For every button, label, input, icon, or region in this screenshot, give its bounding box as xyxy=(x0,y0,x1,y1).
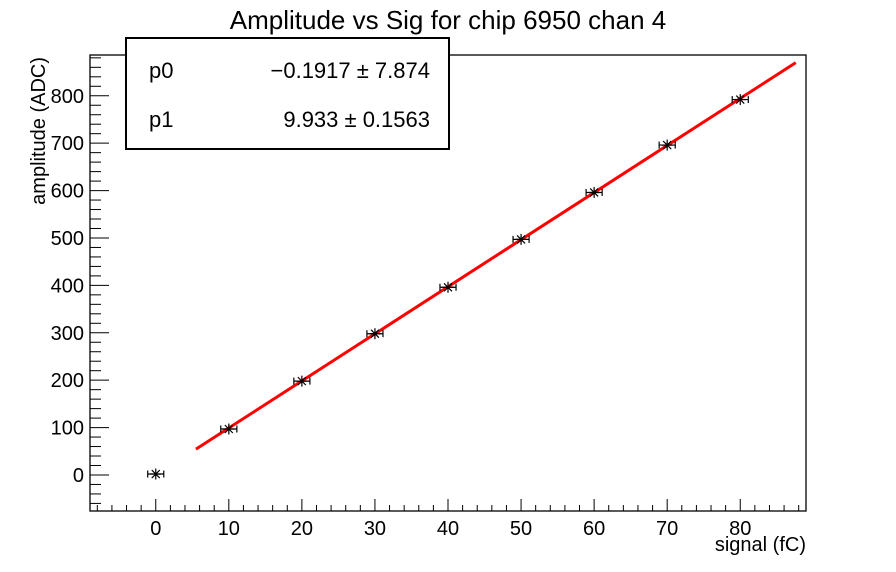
x-tick-label: 10 xyxy=(218,518,240,540)
stats-row-p1: p1 9.933 ± 0.1563 xyxy=(149,107,430,133)
param-name-p1: p1 xyxy=(149,106,174,132)
y-tick-label: 800 xyxy=(51,86,84,108)
x-axis-ticks xyxy=(96,499,800,511)
data-point xyxy=(439,281,457,293)
x-tick-label: 80 xyxy=(729,518,751,540)
y-tick-label: 0 xyxy=(73,465,84,487)
chart-title: Amplitude vs Sig for chip 6950 chan 4 xyxy=(229,5,667,35)
data-point xyxy=(658,139,676,151)
y-tick-label: 500 xyxy=(51,228,84,250)
data-point xyxy=(731,94,749,106)
y-tick-label: 100 xyxy=(51,418,84,440)
param-name-p0: p0 xyxy=(149,58,174,84)
x-axis-title: signal (fC) xyxy=(715,534,806,556)
x-tick-label: 0 xyxy=(150,518,161,540)
fit-stats-box: p0 −0.1917 ± 7.874 p1 9.933 ± 0.1563 xyxy=(125,37,450,150)
y-axis-title: amplitude (ADC) xyxy=(28,57,50,205)
param-value-p1: 9.933 ± 0.1563 xyxy=(283,106,430,132)
x-tick-label: 50 xyxy=(510,518,532,540)
y-axis-tick-labels: 0 100 200 300 400 500 600 700 800 xyxy=(51,86,84,487)
x-tick-label: 60 xyxy=(583,518,605,540)
y-tick-label: 300 xyxy=(51,323,84,345)
param-value-p0: −0.1917 ± 7.874 xyxy=(270,58,431,84)
x-axis-tick-labels: 0 10 20 30 40 50 60 70 80 xyxy=(150,518,751,540)
data-point xyxy=(147,468,165,480)
y-tick-label: 600 xyxy=(51,181,84,203)
y-tick-label: 700 xyxy=(51,133,84,155)
data-point xyxy=(366,328,384,340)
stats-row-p0: p0 −0.1917 ± 7.874 xyxy=(149,58,430,84)
y-tick-label: 200 xyxy=(51,370,84,392)
data-point xyxy=(585,186,603,198)
fit-line xyxy=(195,61,797,451)
data-point xyxy=(293,375,311,387)
x-tick-label: 30 xyxy=(364,518,386,540)
data-points xyxy=(147,94,749,480)
x-tick-label: 70 xyxy=(656,518,678,540)
y-axis-ticks xyxy=(90,57,109,504)
data-point xyxy=(220,423,238,435)
x-tick-label: 40 xyxy=(437,518,459,540)
data-point xyxy=(512,233,530,245)
y-tick-label: 400 xyxy=(51,275,84,297)
x-tick-label: 20 xyxy=(291,518,313,540)
